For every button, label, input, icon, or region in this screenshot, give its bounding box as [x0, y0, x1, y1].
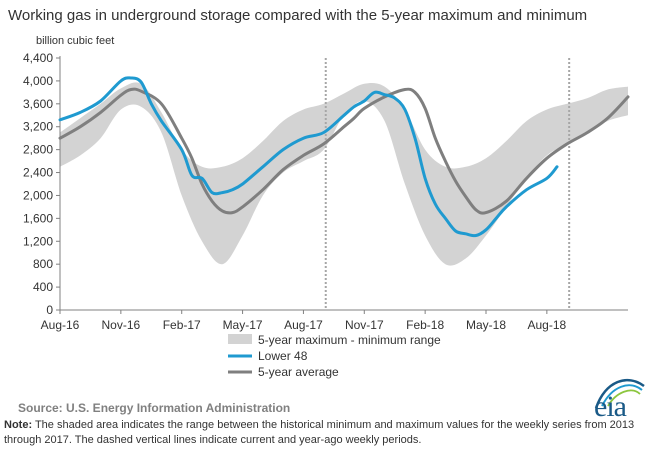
note-text: Note: The shaded area indicates the rang… [4, 418, 654, 448]
range-band [60, 82, 628, 266]
x-tick-label: Feb-17 [163, 318, 201, 332]
x-tick-label: Nov-17 [345, 318, 384, 332]
y-tick-label: 400 [33, 280, 53, 294]
dashed-lines-layer [324, 58, 571, 310]
y-tick-label: 800 [33, 257, 53, 271]
series-layer [58, 76, 630, 238]
x-tick-label: May-17 [223, 318, 263, 332]
y-tick-label: 2,800 [23, 143, 53, 157]
eia-logo-swoosh-icon [594, 378, 645, 409]
note-label: Note: [4, 419, 33, 431]
y-tick-label: 4,400 [23, 51, 53, 65]
legend-label: Lower 48 [258, 349, 308, 363]
band-layer [60, 82, 628, 266]
y-tick-label: 1,600 [23, 211, 53, 225]
x-tick-label: Nov-16 [102, 318, 141, 332]
axis-layer: 0 400 800 1,200 1,600 2,000 2,400 2,800 3,200 3,6… [23, 51, 628, 332]
x-tick-label: May-18 [466, 318, 506, 332]
storage-chart: 0 400 800 1,200 1,600 2,000 2,400 2,800 3,200 3,6… [23, 51, 630, 379]
y-axis-unit-label: billion cubic feet [36, 35, 115, 47]
x-tick-label: Aug-16 [41, 318, 80, 332]
legend-swatch-band [228, 334, 252, 344]
x-tick-label: Aug-17 [284, 318, 323, 332]
y-tick-label: 2,000 [23, 188, 53, 202]
y-tick-label: 3,200 [23, 120, 53, 134]
y-tick-label: 2,400 [23, 166, 53, 180]
legend-label: 5-year average [258, 365, 339, 379]
y-tick-label: 4,000 [23, 74, 53, 88]
legend: 5-year maximum - minimum range Lower 48 5-… [228, 333, 441, 379]
eia-logo-text: eia [594, 390, 627, 423]
x-tick-label: Aug-18 [528, 318, 567, 332]
chart-title: Working gas in underground storage compa… [8, 7, 588, 24]
source-line: Source: U.S. Energy Information Administ… [18, 401, 291, 415]
legend-label: 5-year maximum - minimum range [258, 333, 441, 347]
y-tick-label: 0 [46, 303, 53, 317]
note-body: The shaded area indicates the range betw… [4, 419, 635, 446]
x-tick-label: Feb-18 [406, 318, 444, 332]
series-line-5-year-average [58, 87, 630, 215]
y-tick-label: 3,600 [23, 97, 53, 111]
series-line-lower-48 [58, 76, 559, 238]
y-tick-label: 1,200 [23, 234, 53, 248]
